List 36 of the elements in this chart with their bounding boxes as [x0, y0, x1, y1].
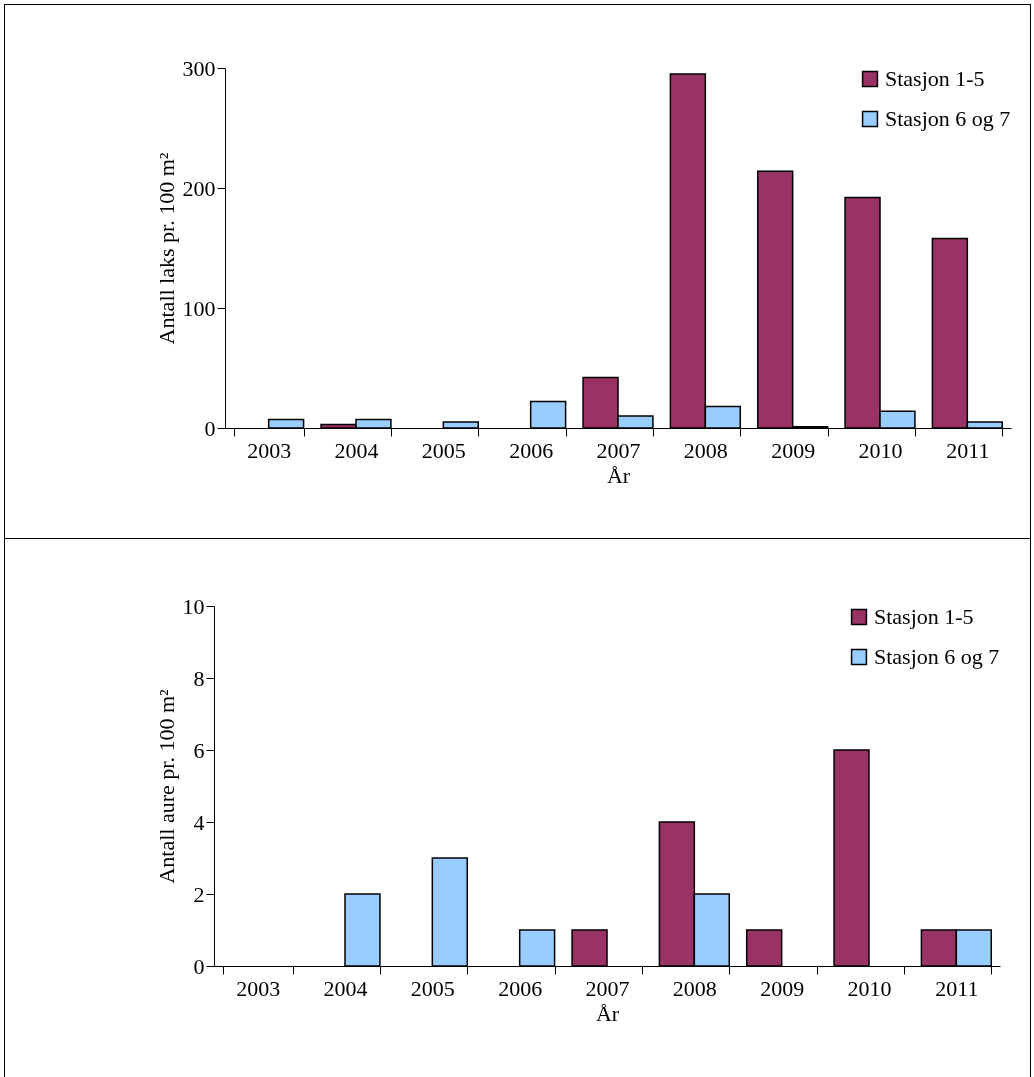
x-tick-label: 2009: [760, 975, 805, 1001]
y-tick-label: 2: [193, 881, 205, 907]
x-tick-label: 2006: [498, 975, 543, 1001]
x-axis-title: År: [606, 462, 631, 488]
x-tick-label: 2009: [771, 437, 816, 463]
y-axis-title: Antall laks pr. 100 m²: [153, 152, 179, 345]
x-tick-label: 2011: [946, 437, 990, 463]
x-tick-label: 2011: [935, 975, 979, 1001]
y-tick-label: 8: [193, 665, 205, 691]
x-tick-label: 2004: [334, 437, 379, 463]
legend-label: Stasjon 1-5: [885, 66, 985, 91]
x-tick-label: 2006: [509, 437, 554, 463]
y-tick-label: 0: [204, 415, 216, 441]
y-tick-label: 6: [193, 737, 205, 763]
legend-label: Stasjon 1-5: [874, 604, 974, 629]
x-tick-label: 2005: [410, 975, 455, 1001]
x-tick-label: 2008: [683, 437, 728, 463]
y-tick-label: 100: [182, 295, 216, 321]
x-tick-label: 2010: [847, 975, 892, 1001]
x-tick-label: 2003: [247, 437, 292, 463]
legend-label: Stasjon 6 og 7: [874, 644, 1000, 669]
x-tick-label: 2003: [236, 975, 281, 1001]
x-axis-title: År: [595, 1000, 620, 1026]
y-tick-label: 300: [182, 55, 216, 81]
x-tick-label: 2008: [672, 975, 717, 1001]
y-axis-title: Antall aure pr. 100 m²: [153, 689, 179, 884]
x-tick-label: 2005: [421, 437, 466, 463]
y-tick-label: 10: [182, 593, 205, 619]
legend-label: Stasjon 6 og 7: [885, 106, 1011, 131]
x-tick-label: 2007: [585, 975, 630, 1001]
y-tick-label: 4: [193, 809, 205, 835]
y-tick-label: 200: [182, 175, 216, 201]
y-tick-label: 0: [193, 953, 205, 979]
x-tick-label: 2007: [596, 437, 641, 463]
x-tick-label: 2004: [323, 975, 368, 1001]
x-tick-label: 2010: [858, 437, 903, 463]
